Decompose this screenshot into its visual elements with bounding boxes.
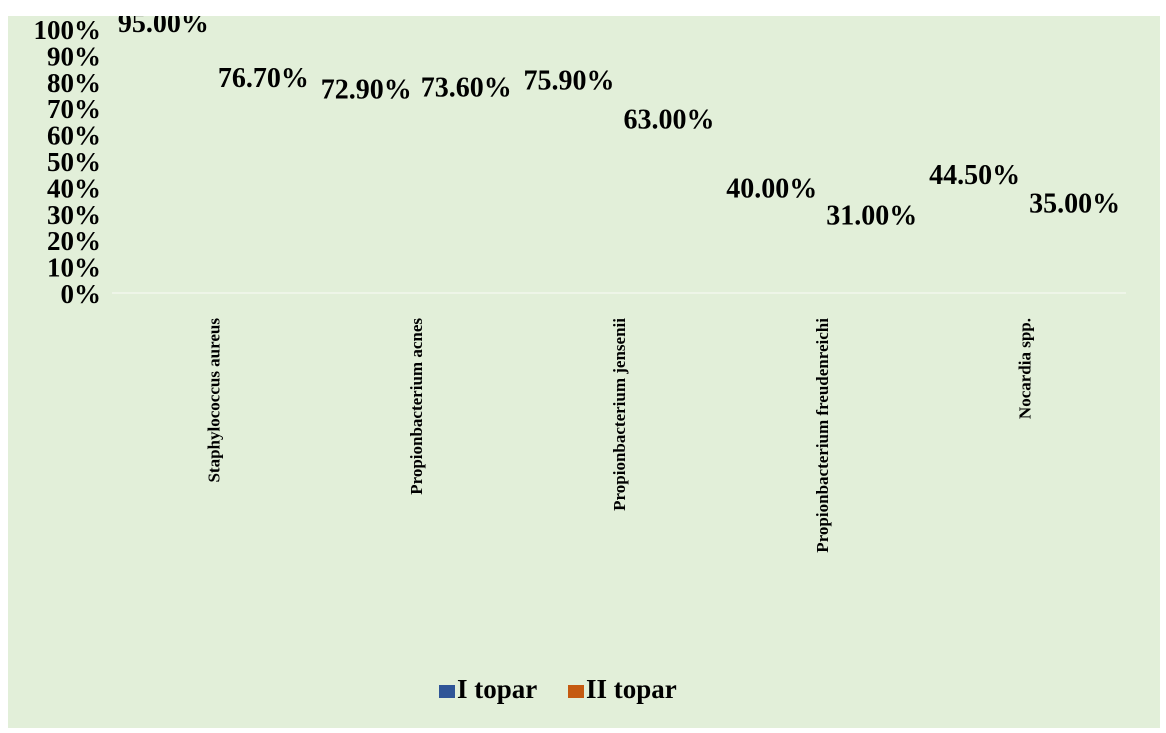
bar — [213, 285, 225, 293]
y-tick-label: 60% — [47, 121, 101, 151]
y-tick-label: 80% — [47, 68, 101, 98]
data-label: 40.00% — [726, 174, 817, 205]
x-tick-label: Propionbacterium freudenreichi — [813, 318, 832, 553]
legend-label: II topar — [586, 674, 677, 704]
x-tick-label: Nocardia spp. — [1016, 318, 1035, 419]
data-label: 73.60% — [421, 73, 512, 104]
chart-background — [8, 16, 1160, 728]
bar — [402, 285, 414, 293]
data-label: 75.90% — [524, 66, 615, 97]
y-tick-label: 100% — [34, 16, 102, 45]
data-label: 72.90% — [321, 75, 412, 106]
data-label: 35.00% — [1029, 189, 1120, 220]
y-tick-label: 50% — [47, 147, 101, 177]
bar — [1011, 288, 1023, 293]
bar — [416, 285, 428, 293]
bar-chart: 0%10%20%30%40%50%60%70%80%90%100% 95.00%… — [8, 16, 1160, 728]
bar — [605, 285, 617, 293]
legend-swatch — [568, 685, 584, 698]
bar — [808, 289, 820, 293]
y-tick-label: 30% — [47, 200, 101, 230]
y-tick-label: 90% — [47, 41, 101, 71]
legend-label: I topar — [457, 674, 537, 704]
y-tick-label: 40% — [47, 173, 101, 203]
x-tick-label: Propionbacterium jensenii — [610, 318, 629, 511]
x-tick-label: Staphylococcus aureus — [204, 318, 223, 483]
chart-area: 0% 10% 20% 30% 40% 50% 60% 70% 80% 90% 100% 95.00%… — [8, 16, 1160, 728]
data-label: 44.50% — [929, 160, 1020, 191]
data-label: 31.00% — [826, 201, 917, 232]
y-tick-label: 20% — [47, 226, 101, 256]
data-label: 63.00% — [624, 104, 715, 135]
bar — [822, 290, 834, 293]
x-tick-label: Propionbacterium acnes — [407, 318, 426, 495]
bar — [619, 286, 631, 293]
data-label: 95.00% — [118, 16, 209, 39]
bar — [199, 283, 211, 293]
y-tick-label: 10% — [47, 253, 101, 283]
y-tick-label: 70% — [47, 94, 101, 124]
data-label: 76.70% — [218, 63, 309, 94]
bar — [1025, 289, 1037, 293]
y-tick-label: 0% — [61, 279, 102, 309]
legend-swatch — [439, 685, 455, 698]
